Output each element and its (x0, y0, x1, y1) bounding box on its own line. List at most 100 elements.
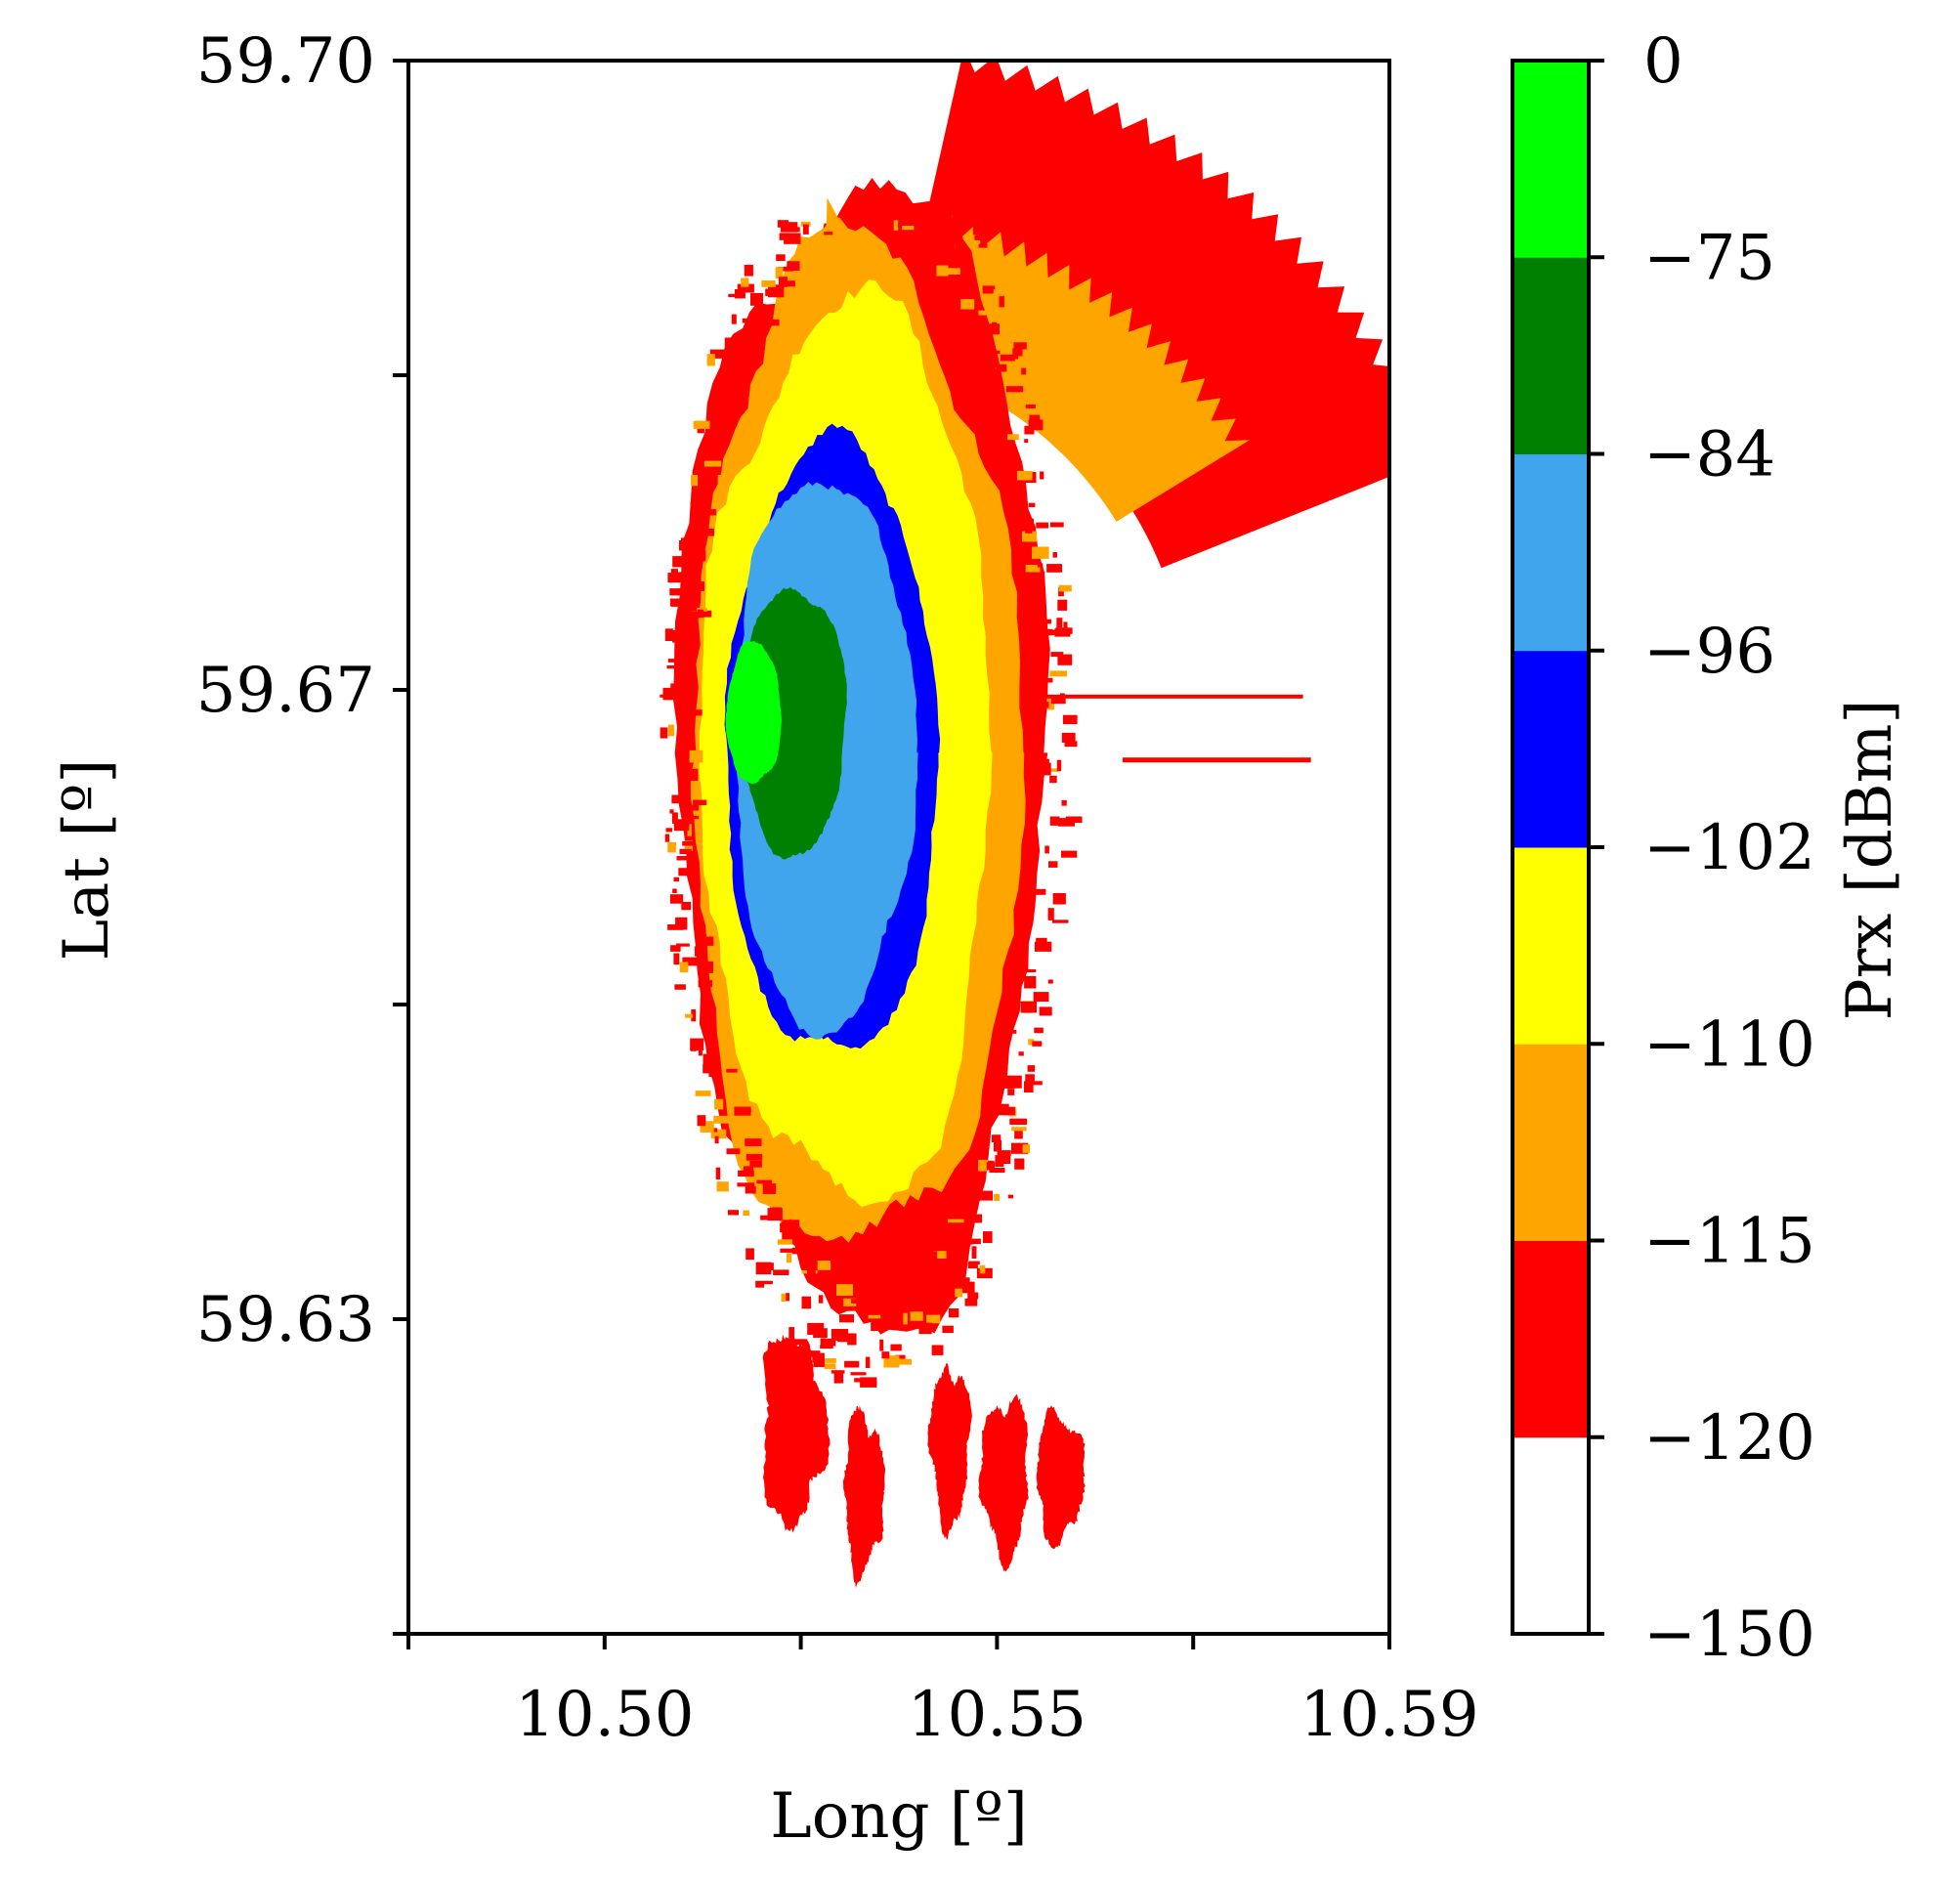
speckle (709, 349, 726, 359)
speckle (755, 1262, 772, 1275)
speckle (670, 945, 681, 952)
speckle (675, 917, 688, 930)
speckle (999, 295, 1004, 308)
colorbar-segment-5 (1513, 453, 1589, 652)
speckle (943, 268, 960, 275)
speckle (691, 1009, 697, 1022)
colorbar-segment-3 (1513, 847, 1589, 1045)
speckle (786, 1253, 792, 1263)
speckle (929, 246, 936, 260)
speckle (667, 724, 675, 737)
speckle (1061, 732, 1076, 743)
speckle (685, 1013, 693, 1018)
speckle (724, 337, 739, 350)
speckle (902, 226, 915, 231)
colorbar-segment-2 (1513, 1044, 1589, 1241)
speckle (810, 1262, 822, 1268)
speckle (1030, 897, 1036, 909)
speckle (888, 1282, 897, 1293)
speckle (1013, 347, 1023, 357)
speckle (1061, 850, 1078, 858)
speckle (879, 1339, 884, 1351)
speckle (717, 473, 729, 485)
speckle (1021, 367, 1027, 375)
speckle (865, 1356, 871, 1368)
speckle (682, 604, 698, 612)
speckle (660, 727, 668, 739)
x-axis-label: Long [º] (770, 1780, 1028, 1853)
speckle (1049, 775, 1057, 784)
speckle (850, 1280, 864, 1291)
speckle (910, 1311, 923, 1321)
speckle (892, 1307, 898, 1316)
y-axis-label: Lat [º] (51, 759, 123, 962)
speckle (972, 224, 981, 235)
speckle (1034, 1027, 1044, 1034)
speckle (813, 1358, 825, 1367)
speckle (1057, 654, 1073, 665)
y-tick-label-1: 59.63 (196, 1284, 375, 1356)
speckle (1037, 762, 1051, 776)
speckle (710, 1129, 727, 1139)
x-tick-label-3: 10.55 (908, 1679, 1087, 1751)
speckle (968, 1261, 980, 1265)
speckle (1014, 484, 1025, 492)
speckle (703, 460, 722, 467)
speckle (723, 362, 733, 372)
speckle (851, 1299, 863, 1304)
speckle (676, 664, 684, 668)
speckle (782, 1220, 792, 1228)
speckle (973, 1186, 981, 1193)
speckle (714, 1135, 719, 1144)
speckle (714, 1098, 724, 1110)
speckle (801, 1296, 812, 1309)
speckle (1030, 888, 1046, 895)
speckle (850, 1372, 867, 1376)
speckle (1046, 564, 1062, 573)
speckle (698, 1048, 703, 1056)
colorbar-label: Prx [dBm] (1834, 700, 1906, 1021)
speckle (760, 1215, 776, 1220)
speckle (996, 364, 1007, 372)
speckle (918, 1322, 932, 1335)
speckle (675, 572, 694, 582)
speckle (967, 1262, 978, 1269)
speckle (761, 280, 776, 287)
speckle (1062, 714, 1078, 724)
speckle (690, 502, 703, 512)
speckle (702, 961, 713, 973)
speckle (1011, 1127, 1027, 1132)
speckle (1011, 1142, 1029, 1154)
speckle (959, 309, 968, 316)
x-tick-label-1: 10.50 (515, 1679, 694, 1751)
speckle (782, 1227, 790, 1240)
speckle (783, 227, 800, 233)
speckle (1025, 1074, 1035, 1084)
speckle (837, 1335, 854, 1343)
speckle (892, 1296, 900, 1303)
speckle (1049, 629, 1067, 635)
speckle (975, 334, 988, 339)
speckle (703, 1064, 713, 1074)
speckle (1034, 702, 1049, 708)
speckle (1027, 1065, 1036, 1072)
speckle (683, 768, 699, 781)
colorbar-tick-label-7: −75 (1643, 222, 1775, 294)
speckle (690, 1038, 704, 1051)
colorbar-tick-label-0: −150 (1643, 1599, 1815, 1671)
speckle (745, 1138, 762, 1146)
speckle (1009, 1118, 1028, 1125)
speckle (1050, 652, 1064, 658)
speckle (701, 449, 713, 452)
speckle (942, 1325, 954, 1334)
speckle (662, 687, 675, 701)
speckle (671, 794, 685, 804)
speckle (933, 1303, 940, 1313)
speckle (926, 1314, 941, 1324)
speckle (843, 1298, 857, 1306)
speckle (1037, 628, 1053, 636)
speckle (676, 856, 689, 861)
speckle (777, 1239, 792, 1245)
